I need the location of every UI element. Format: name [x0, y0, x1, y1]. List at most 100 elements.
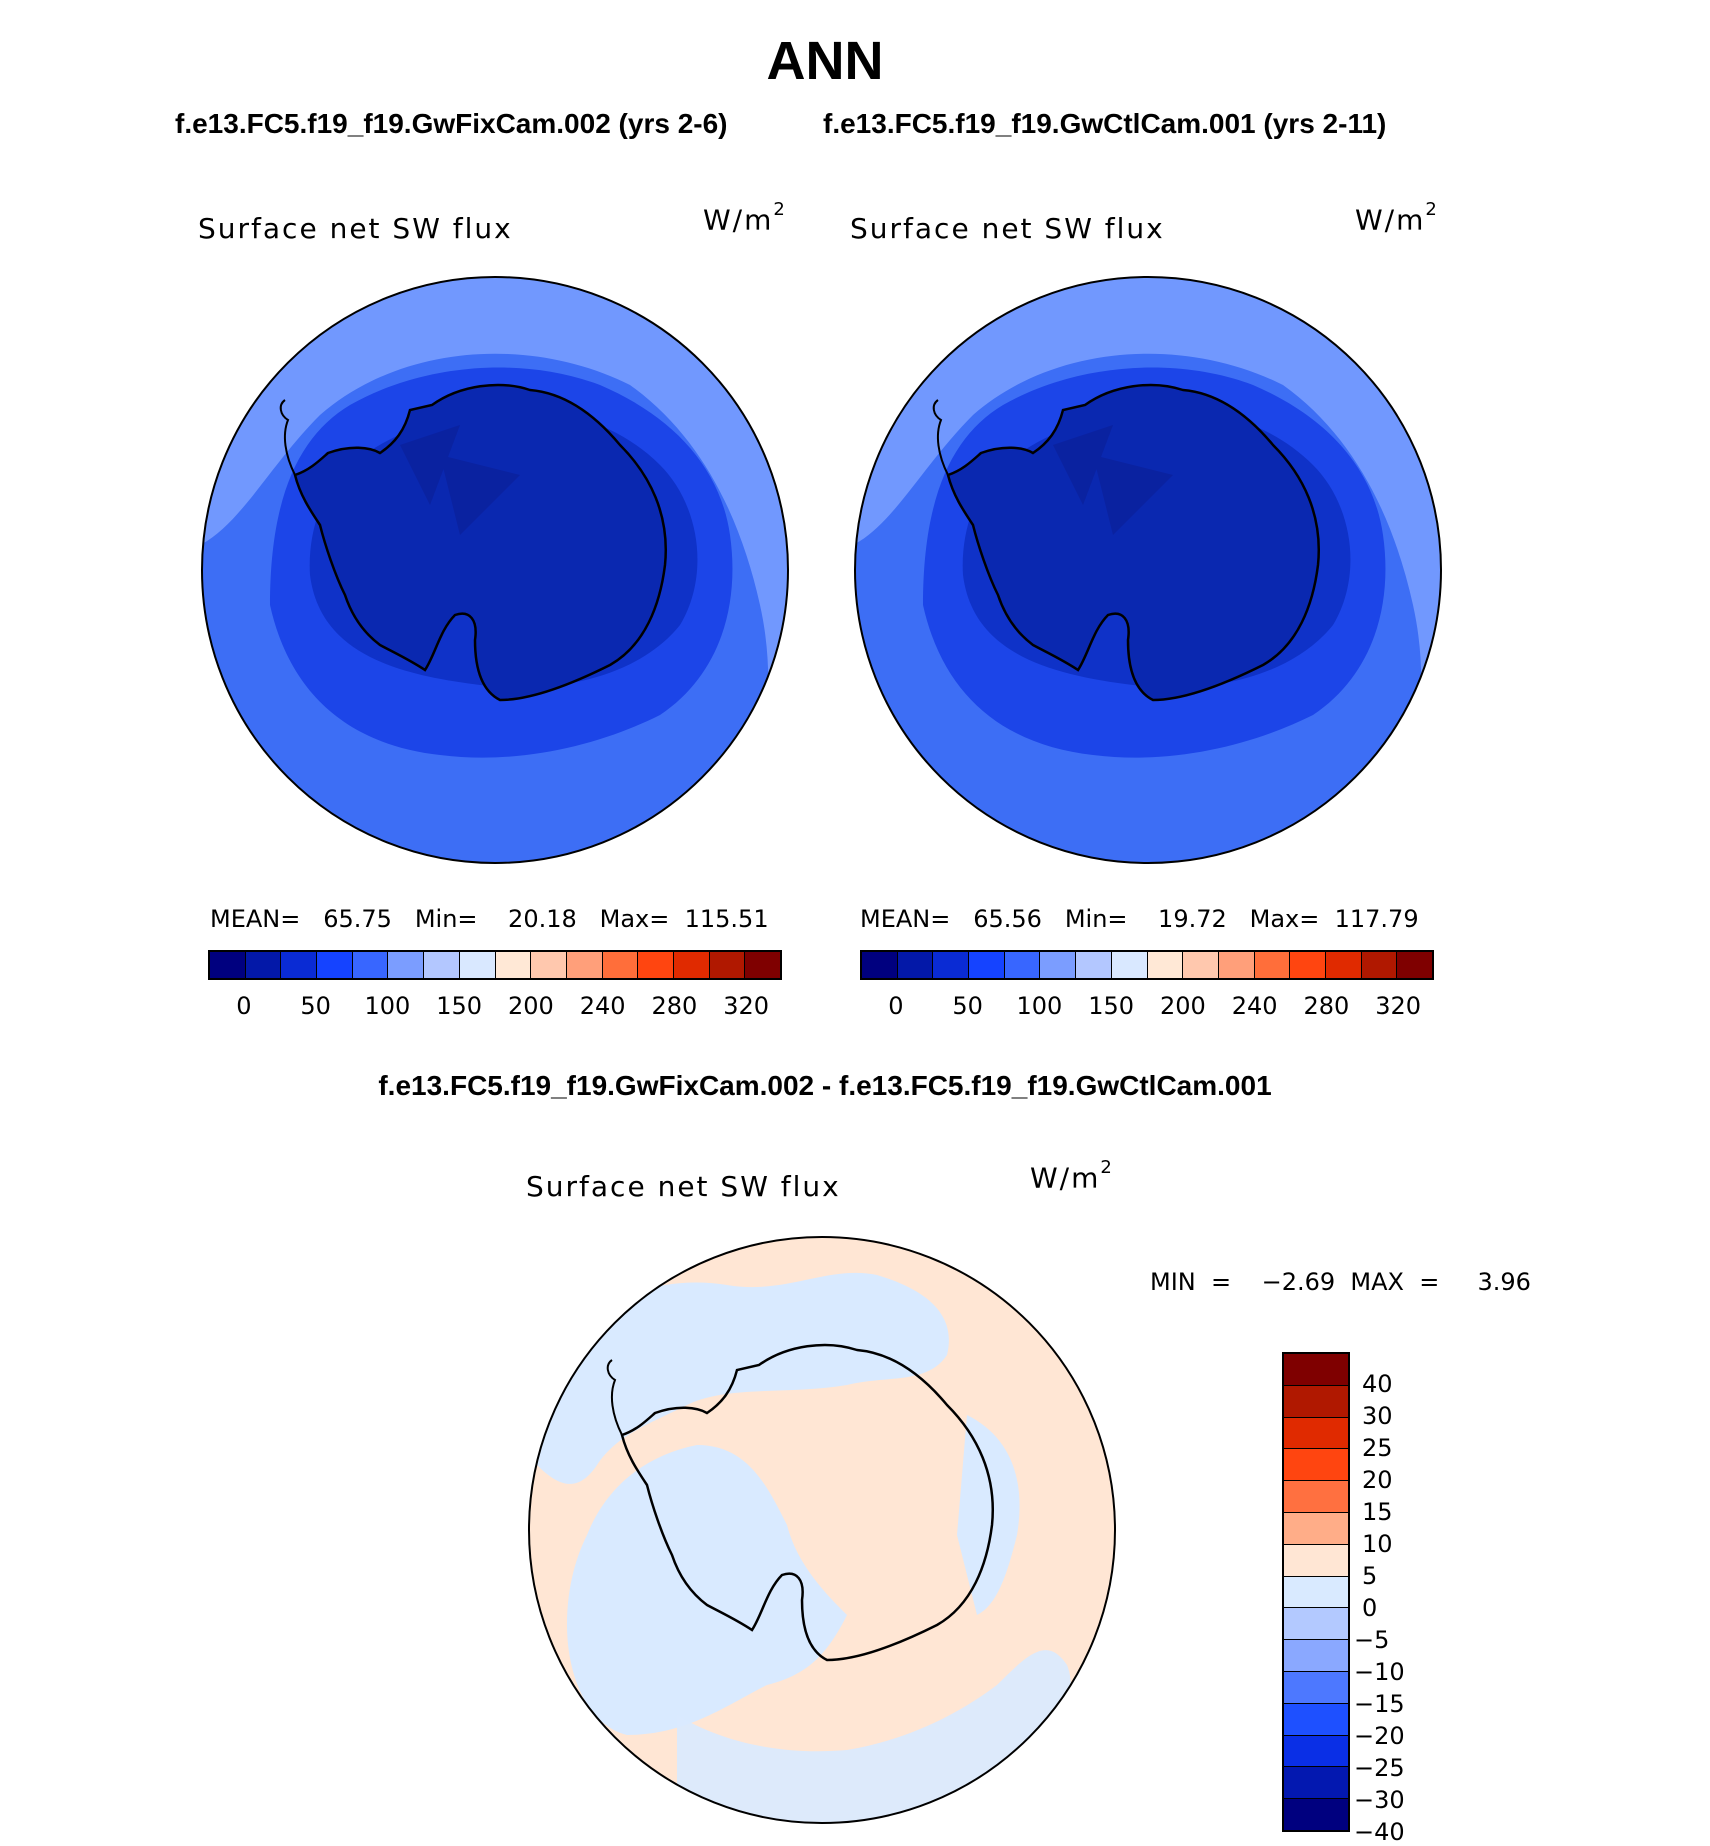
antarctica-coastline-icon: [946, 383, 1320, 702]
colorbar-swatch: [1111, 952, 1148, 978]
panel2-colorbar: [860, 950, 1434, 980]
colorbar-swatch: [388, 952, 425, 978]
diff-colorbar-tick-label: −15: [1354, 1690, 1405, 1718]
season-title: ANN: [766, 31, 884, 91]
antarctica-coastline-icon: [620, 1343, 994, 1662]
colorbar-tick-label: 280: [1303, 992, 1350, 1020]
colorbar-swatch: [1040, 952, 1077, 978]
panel2-stats: MEAN= 65.56 Min= 19.72 Max= 117.79: [860, 905, 1419, 933]
diff-colorbar-swatch: [1284, 1481, 1348, 1513]
diff-colorbar-tick-label: −20: [1354, 1722, 1405, 1750]
colorbar-swatch: [709, 952, 746, 978]
colorbar-swatch: [1290, 952, 1326, 978]
antarctica-fill: [948, 385, 1319, 700]
panel1-stats: MEAN= 65.75 Min= 20.18 Max= 115.51: [210, 905, 769, 933]
diff-colorbar-swatch: [1284, 1671, 1348, 1704]
peninsula-coast: [279, 399, 296, 476]
diff-colorbar-tick-label: 20: [1362, 1466, 1393, 1494]
colorbar-swatch: [566, 952, 603, 978]
difference-title: f.e13.FC5.f19_f19.GwFixCam.002 - f.e13.F…: [378, 1070, 1272, 1101]
colorbar-swatch: [1325, 952, 1362, 978]
colorbar-swatch: [1397, 952, 1432, 978]
test-case-title: f.e13.FC5.f19_f19.GwFixCam.002 (yrs 2-6): [175, 108, 728, 139]
colorbar-swatch: [862, 952, 898, 978]
diff-panel-title: Surface net SW flux: [526, 1170, 841, 1203]
panel1-map-border: [201, 276, 789, 864]
diff-panel-units: W/m2: [1030, 1157, 1114, 1195]
colorbar-tick-label: 320: [1375, 992, 1422, 1020]
colorbar-tick-label: 100: [1016, 992, 1063, 1020]
colorbar-tick-label: 50: [300, 992, 331, 1020]
colorbar-tick-label: 100: [364, 992, 411, 1020]
colorbar-swatch: [1147, 952, 1184, 978]
colorbar-tick-label: 150: [436, 992, 483, 1020]
colorbar-tick-label: 150: [1088, 992, 1135, 1020]
diff-colorbar-tick-label: 5: [1362, 1562, 1378, 1590]
colorbar-swatch: [1004, 952, 1041, 978]
colorbar-swatch: [1218, 952, 1255, 978]
panel2-title: Surface net SW flux: [850, 212, 1165, 245]
diff-colorbar-tick-label: −30: [1354, 1786, 1405, 1814]
panel2-units: W/m2: [1355, 199, 1439, 237]
diff-colorbar-swatch: [1284, 1608, 1348, 1641]
colorbar-tick-label: 320: [723, 992, 770, 1020]
diff-colorbar: [1282, 1352, 1350, 1832]
diff-polar-map: [528, 1236, 1116, 1824]
colorbar-tick-label: 200: [507, 992, 554, 1020]
colorbar-swatch: [352, 952, 389, 978]
diff-colorbar-tick-label: 25: [1362, 1434, 1393, 1462]
diff-colorbar-swatch: [1284, 1385, 1348, 1418]
diff-colorbar-tick-label: 30: [1362, 1402, 1393, 1430]
diff-colorbar-swatch: [1284, 1512, 1348, 1545]
colorbar-swatch: [245, 952, 282, 978]
colorbar-swatch: [1361, 952, 1398, 978]
antarctica-fill: [295, 385, 666, 700]
negative-diff-region-west: [567, 1445, 847, 1735]
control-case-title: f.e13.FC5.f19_f19.GwCtlCam.001 (yrs 2-11…: [823, 108, 1387, 139]
diff-colorbar-tick-label: −40: [1354, 1818, 1405, 1846]
colorbar-tick-label: 0: [236, 992, 252, 1020]
panel1-colorbar: [208, 950, 782, 980]
plateau-fill: [400, 425, 520, 535]
colorbar-tick-label: 50: [952, 992, 983, 1020]
colorbar-tick-label: 280: [651, 992, 698, 1020]
colorbar-tick-label: 240: [1231, 992, 1278, 1020]
colorbar-swatch: [531, 952, 567, 978]
panel2-map-border: [854, 276, 1442, 864]
diff-map-border: [528, 1236, 1116, 1824]
panel1-units: W/m2: [703, 199, 787, 237]
diff-colorbar-swatch: [1284, 1576, 1348, 1609]
panel1-title: Surface net SW flux: [198, 212, 513, 245]
colorbar-swatch: [424, 952, 460, 978]
diff-colorbar-tick-label: 0: [1362, 1594, 1378, 1622]
diff-colorbar-tick-label: −5: [1354, 1626, 1390, 1654]
diff-colorbar-swatch: [1284, 1767, 1348, 1800]
colorbar-swatch: [1183, 952, 1219, 978]
diff-colorbar-tick-label: 15: [1362, 1498, 1393, 1526]
diff-panel-stats: MIN = −2.69 MAX = 3.96: [1150, 1268, 1531, 1296]
diff-colorbar-tick-label: −10: [1354, 1658, 1405, 1686]
negative-diff-region-east: [957, 1415, 1020, 1615]
plateau-fill: [1053, 425, 1173, 535]
negative-diff-region-north: [537, 1272, 949, 1484]
colorbar-swatch: [495, 952, 532, 978]
diff-colorbar-swatch: [1284, 1544, 1348, 1577]
diff-colorbar-tick-label: 10: [1362, 1530, 1393, 1558]
diff-colorbar-swatch: [1284, 1354, 1348, 1386]
diff-colorbar-swatch: [1284, 1640, 1348, 1672]
colorbar-swatch: [673, 952, 710, 978]
diff-colorbar-swatch: [1284, 1735, 1348, 1768]
colorbar-swatch: [1254, 952, 1291, 978]
diff-colorbar-tick-label: −25: [1354, 1754, 1405, 1782]
colorbar-tick-label: 200: [1159, 992, 1206, 1020]
colorbar-swatch: [281, 952, 318, 978]
diff-colorbar-swatch: [1284, 1799, 1348, 1830]
panel2-polar-map: [854, 276, 1442, 864]
peninsula-coast: [932, 399, 949, 476]
colorbar-swatch: [317, 952, 353, 978]
colorbar-swatch: [897, 952, 934, 978]
colorbar-swatch: [638, 952, 674, 978]
colorbar-swatch: [459, 952, 496, 978]
colorbar-swatch: [933, 952, 970, 978]
colorbar-tick-label: 0: [888, 992, 904, 1020]
